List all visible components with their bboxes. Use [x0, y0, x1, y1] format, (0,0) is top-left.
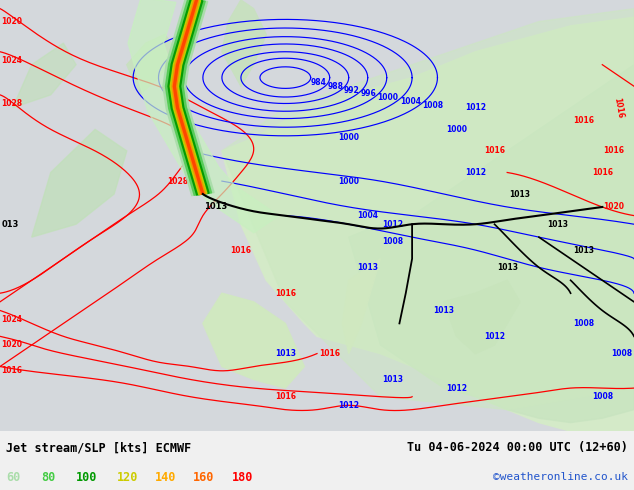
- Text: 1013: 1013: [547, 220, 569, 229]
- Text: 1012: 1012: [465, 103, 486, 112]
- Text: 1024: 1024: [1, 315, 22, 323]
- Text: 1016: 1016: [1, 367, 22, 375]
- Text: 1008: 1008: [382, 237, 404, 246]
- Text: 1020: 1020: [1, 341, 22, 349]
- Text: 1008: 1008: [573, 319, 594, 328]
- Text: 1012: 1012: [338, 401, 359, 410]
- Text: 984: 984: [311, 78, 327, 87]
- Polygon shape: [163, 0, 214, 196]
- Text: 013: 013: [1, 220, 18, 229]
- Polygon shape: [165, 0, 212, 195]
- Polygon shape: [172, 0, 205, 195]
- Text: 1000: 1000: [338, 176, 359, 186]
- Text: 1013: 1013: [204, 202, 227, 212]
- Text: 1012: 1012: [465, 168, 486, 177]
- Polygon shape: [203, 293, 304, 388]
- Text: 1016: 1016: [275, 289, 296, 298]
- Polygon shape: [127, 34, 178, 95]
- Text: 1016: 1016: [592, 168, 613, 177]
- Text: 988: 988: [327, 82, 344, 92]
- Text: 1016: 1016: [230, 245, 252, 255]
- Text: 1000: 1000: [338, 133, 359, 143]
- Polygon shape: [173, 0, 204, 194]
- Text: 1013: 1013: [496, 263, 518, 272]
- Text: 160: 160: [193, 470, 215, 484]
- Text: 1016: 1016: [319, 349, 340, 358]
- Text: 180: 180: [231, 470, 253, 484]
- Text: 996: 996: [361, 89, 377, 98]
- Text: 1000: 1000: [377, 93, 399, 102]
- Text: 1016: 1016: [612, 97, 624, 119]
- Text: Tu 04-06-2024 00:00 UTC (12+60): Tu 04-06-2024 00:00 UTC (12+60): [407, 441, 628, 454]
- Polygon shape: [170, 0, 207, 195]
- Text: 1013: 1013: [573, 245, 594, 255]
- Polygon shape: [349, 65, 634, 422]
- Polygon shape: [222, 17, 634, 431]
- Text: 1020: 1020: [604, 202, 624, 212]
- Text: 1020: 1020: [1, 17, 22, 26]
- Text: 1012: 1012: [446, 384, 467, 392]
- Polygon shape: [128, 0, 279, 233]
- Text: 1012: 1012: [484, 332, 505, 341]
- Text: 1008: 1008: [592, 392, 613, 401]
- Text: 1016: 1016: [573, 116, 594, 125]
- Polygon shape: [13, 43, 76, 108]
- Polygon shape: [342, 259, 380, 354]
- Text: Jet stream/SLP [kts] ECMWF: Jet stream/SLP [kts] ECMWF: [6, 441, 191, 454]
- Text: 1013: 1013: [433, 306, 455, 315]
- Text: 140: 140: [155, 470, 177, 484]
- Polygon shape: [222, 9, 634, 410]
- Text: 1028: 1028: [167, 176, 188, 186]
- Text: 1004: 1004: [357, 211, 378, 220]
- Text: 1016: 1016: [484, 147, 505, 155]
- Polygon shape: [32, 129, 127, 237]
- Text: 1013: 1013: [509, 190, 531, 198]
- Text: 1004: 1004: [400, 97, 421, 106]
- Text: 1000: 1000: [446, 125, 467, 134]
- Text: 1012: 1012: [382, 220, 404, 229]
- Polygon shape: [0, 0, 634, 431]
- Text: 80: 80: [41, 470, 55, 484]
- Text: 1028: 1028: [1, 99, 22, 108]
- Text: 120: 120: [117, 470, 139, 484]
- Text: ©weatheronline.co.uk: ©weatheronline.co.uk: [493, 472, 628, 482]
- Text: 1016: 1016: [604, 147, 624, 155]
- Polygon shape: [168, 0, 209, 195]
- Polygon shape: [444, 280, 520, 354]
- Text: 100: 100: [76, 470, 98, 484]
- Text: 1013: 1013: [275, 349, 296, 358]
- Polygon shape: [222, 0, 266, 86]
- Text: 60: 60: [6, 470, 20, 484]
- Text: 1013: 1013: [357, 263, 378, 272]
- Text: 992: 992: [344, 86, 360, 95]
- Text: 1024: 1024: [1, 56, 22, 65]
- Text: 1008: 1008: [422, 101, 443, 110]
- Text: 1008: 1008: [611, 349, 632, 358]
- Text: 1016: 1016: [275, 392, 296, 401]
- Text: 1013: 1013: [382, 375, 404, 384]
